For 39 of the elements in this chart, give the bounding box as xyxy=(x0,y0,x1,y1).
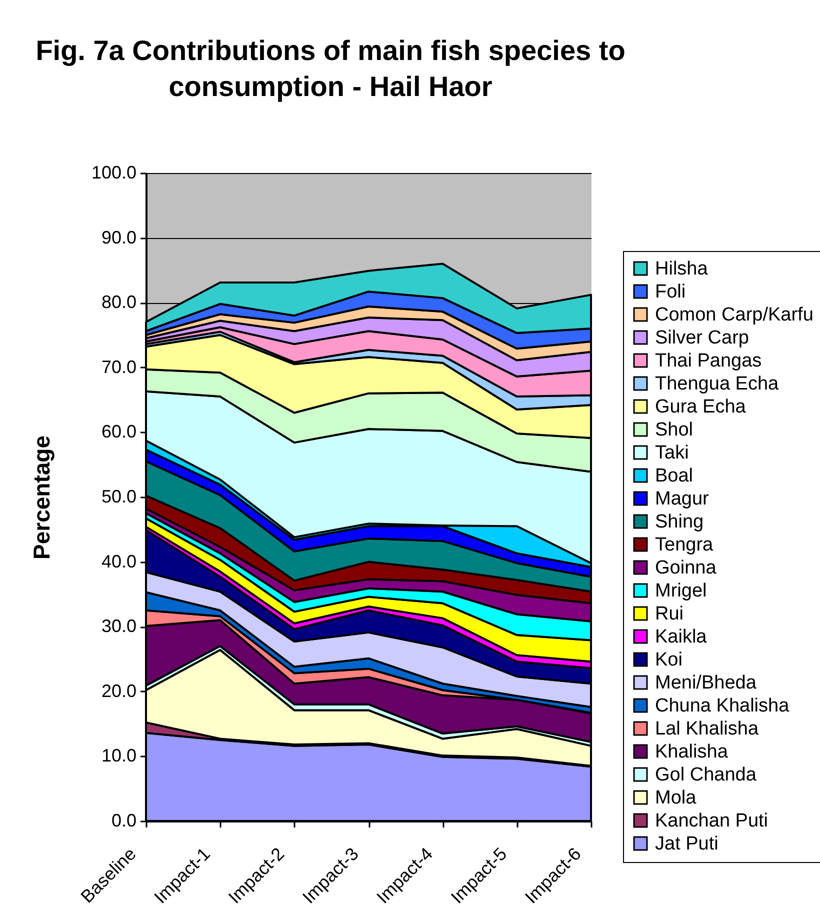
legend-label: Mola xyxy=(655,788,697,808)
legend-label: Thai Pangas xyxy=(655,350,762,372)
y-tick-label: 50.0 xyxy=(101,486,136,506)
legend-label: Koi xyxy=(655,650,682,670)
y-tick-label: 90.0 xyxy=(101,227,136,248)
y-tick-label: 30.0 xyxy=(101,616,136,636)
legend-label: Gol Chanda xyxy=(655,764,757,786)
y-axis-title: Percentage xyxy=(28,435,54,560)
legend-label: Magur xyxy=(655,488,710,510)
legend-label: Gura Echa xyxy=(655,396,746,418)
legend-label: Jat Puti xyxy=(655,834,718,854)
legend-label: Boal xyxy=(655,466,694,486)
legend-label: Kanchan Puti xyxy=(655,810,768,832)
legend-label: Tengra xyxy=(655,534,714,556)
legend-label: Khalisha xyxy=(655,742,728,762)
y-tick-label: 20.0 xyxy=(101,680,136,701)
y-tick-label: 80.0 xyxy=(101,292,136,312)
y-tick-label: 0.0 xyxy=(111,810,136,830)
legend-label: Rui xyxy=(655,604,684,624)
legend-label: Shol xyxy=(655,420,694,440)
legend-label: Comon Carp/Karfu xyxy=(655,304,814,326)
y-tick-label: 60.0 xyxy=(101,422,136,442)
legend-label: Thengua Echa xyxy=(655,374,780,394)
y-tick-label: 100.0 xyxy=(91,162,136,182)
legend-label: Hilsha xyxy=(655,258,708,280)
legend-label: Mrigel xyxy=(655,580,707,602)
legend-label: Silver Carp xyxy=(655,328,749,348)
legend-label: Foli xyxy=(655,282,686,302)
legend-label: Taki xyxy=(655,442,689,464)
y-tick-label: 40.0 xyxy=(101,551,136,572)
legend-label: Kaikla xyxy=(655,626,708,648)
legend-label: Lal Khalisha xyxy=(655,718,759,740)
legend-label: Goinna xyxy=(655,558,717,578)
y-tick-label: 10.0 xyxy=(101,746,136,766)
legend-label: Shing xyxy=(655,512,704,532)
chart-title: Fig. 7a Contributions of main fish species to consumption - Hail Haor xyxy=(36,35,626,102)
legend-label: Meni/Bheda xyxy=(655,672,757,694)
y-tick-label: 70.0 xyxy=(101,356,136,377)
legend-label: Chuna Khalisha xyxy=(655,696,790,716)
